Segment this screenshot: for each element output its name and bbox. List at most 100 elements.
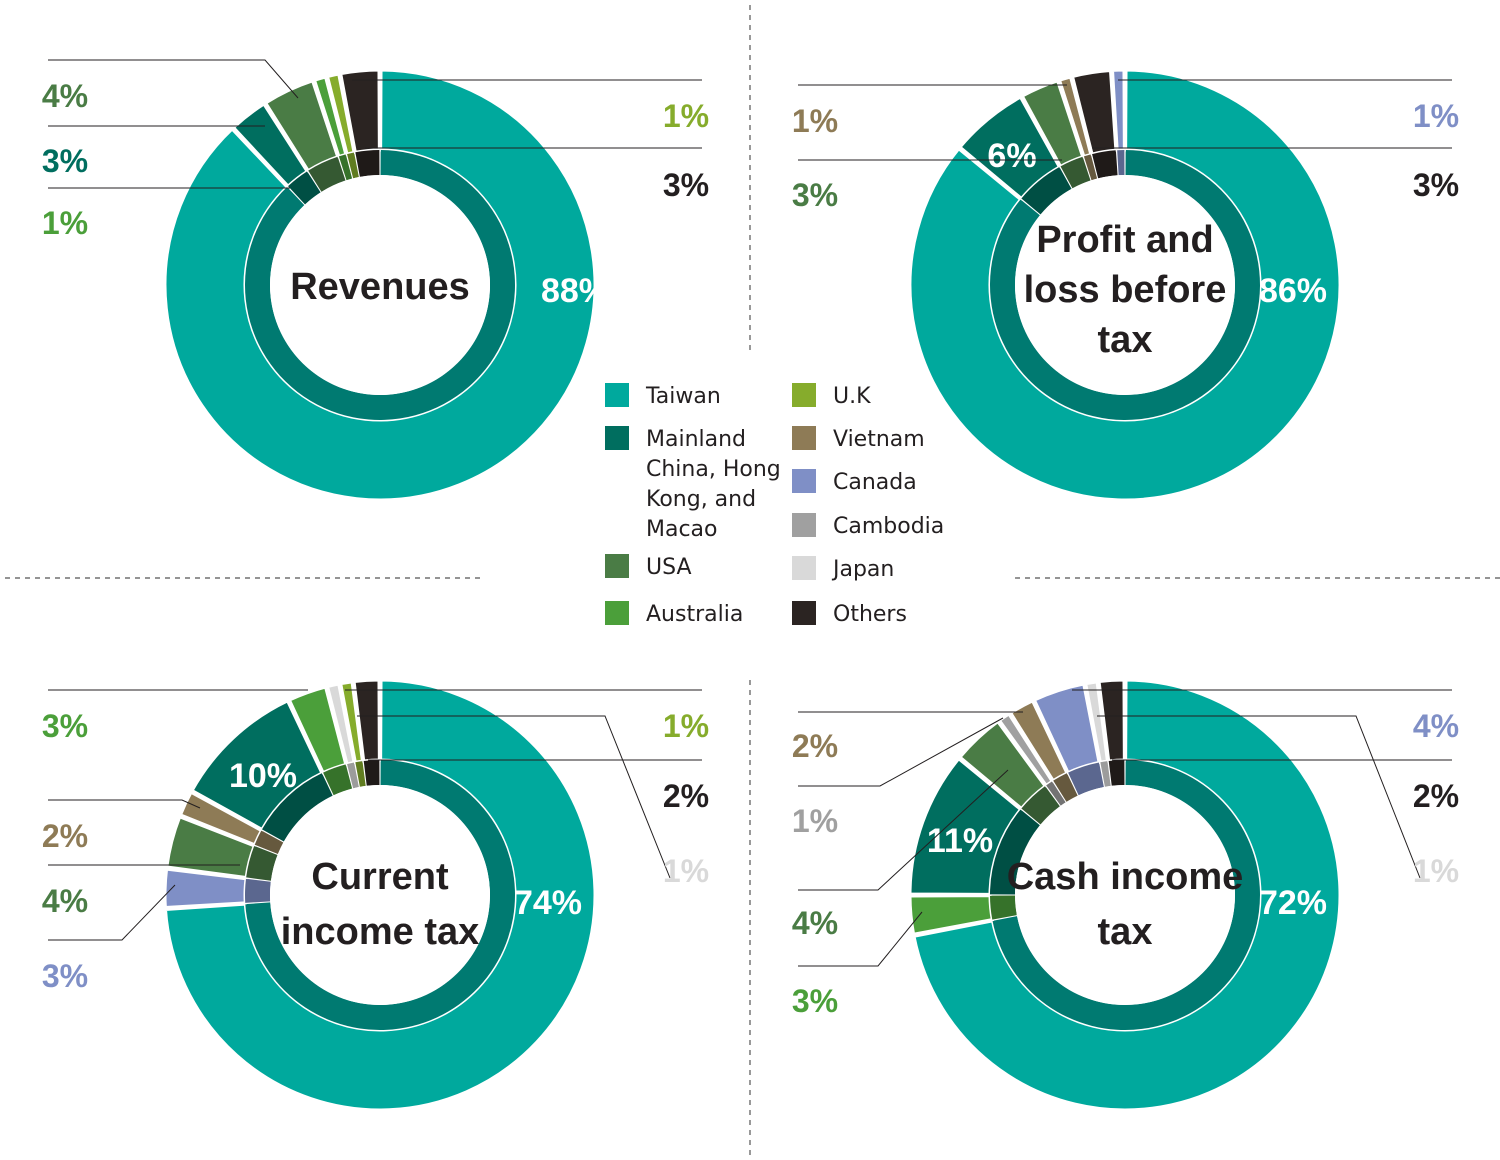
- donut-hole: [1015, 785, 1235, 1005]
- legend-item-australia: Australia: [605, 601, 743, 627]
- data-label-others: 3%: [663, 167, 709, 203]
- chart-title: Profit and loss before tax: [1024, 219, 1227, 361]
- donut-hole: [270, 175, 490, 395]
- chart-title: Cash income tax: [1007, 856, 1244, 953]
- data-label-mainland-china-hong-kong-and-macao: 6%: [987, 137, 1036, 175]
- leader-line-japan: [357, 715, 671, 879]
- legend-item-others: Others: [792, 601, 907, 627]
- data-label-usa: 4%: [42, 78, 88, 114]
- legend-item-canada: Canada: [792, 469, 917, 495]
- data-label-vietnam: 2%: [42, 818, 88, 854]
- legend-swatch: [792, 383, 816, 407]
- slice-inner-mainland-china-hong-kong-and-macao: [1021, 167, 1072, 215]
- leader-line-usa: [48, 59, 299, 99]
- data-label-usa: 4%: [792, 905, 838, 941]
- slice-inner-australia: [323, 764, 353, 796]
- leader-line-australia: [798, 911, 923, 967]
- data-label-taiwan: 74%: [514, 884, 582, 922]
- data-label-taiwan: 86%: [1259, 272, 1327, 310]
- data-label-vietnam: 1%: [792, 103, 838, 139]
- data-label-japan: 1%: [1413, 853, 1459, 889]
- slice-inner-usa: [246, 845, 278, 881]
- legend-item-u-k: U.K: [792, 383, 871, 409]
- legend-label: Mainland China, Hong Kong, and Macao: [646, 427, 781, 542]
- data-label-mainland-china-hong-kong-and-macao: 10%: [229, 757, 297, 795]
- leader-line-usa: [798, 769, 1009, 891]
- data-label-others: 2%: [1413, 778, 1459, 814]
- legend-swatch: [792, 513, 816, 537]
- chart-title: Revenues: [290, 266, 470, 308]
- legend-item-mainland-china-hong-kong-and-macao: Mainland China, Hong Kong, and Macao: [605, 426, 781, 542]
- legend-label: U.K: [833, 384, 871, 409]
- slice-inner-mainland-china-hong-kong-and-macao: [288, 171, 321, 205]
- legend-item-vietnam: Vietnam: [792, 426, 925, 452]
- legend-item-japan: Japan: [792, 556, 894, 582]
- data-label-australia: 3%: [42, 708, 88, 744]
- donut-hole: [270, 785, 490, 1005]
- slice-inner-cambodia: [1046, 781, 1066, 806]
- divider-lines: [5, 5, 1500, 1160]
- leader-line-vietnam: [48, 799, 201, 809]
- data-label-canada: 4%: [1413, 708, 1459, 744]
- data-label-others: 2%: [663, 778, 709, 814]
- legend-swatch: [605, 426, 629, 450]
- legend-swatch: [792, 601, 816, 625]
- legend-swatch: [605, 601, 629, 625]
- data-label-usa: 4%: [42, 883, 88, 919]
- legend: Taiwan Mainland China, Hong Kong, and Macao U…: [605, 383, 944, 627]
- legend-swatch: [792, 426, 816, 450]
- chart-title-line: income tax: [281, 911, 480, 953]
- slice-inner-u-k: [355, 761, 366, 787]
- data-label-u-k: 1%: [663, 98, 709, 134]
- data-label-u-k: 1%: [663, 708, 709, 744]
- leader-line-cambodia: [798, 717, 1004, 787]
- legend-label: Taiwan: [645, 384, 721, 409]
- chart-title-line: Revenues: [290, 266, 470, 308]
- slice-inner-australia: [338, 154, 353, 181]
- donut-profit-and-loss-before-tax: Profit and loss before tax 86% 6% 3% 1% 3% 1%: [792, 68, 1459, 502]
- data-label-mainland-china-hong-kong-and-macao: 3%: [42, 143, 88, 179]
- slice-inner-mainland-china-hong-kong-and-macao: [990, 809, 1040, 895]
- legend-swatch: [792, 556, 816, 580]
- legend-label: Canada: [833, 470, 917, 495]
- donut-current-income-tax: Current income tax 74% 3% 4% 2% 10% 3% 1% 1% 2%: [42, 678, 709, 1112]
- slice-inner-vietnam: [254, 830, 284, 855]
- legend-label: Others: [833, 602, 907, 627]
- slice-inner-vietnam: [1083, 154, 1098, 181]
- data-label-australia: 1%: [42, 205, 88, 241]
- legend-label: Japan: [831, 557, 894, 582]
- data-label-japan: 1%: [663, 853, 709, 889]
- data-label-canada: 3%: [42, 958, 88, 994]
- legend-swatch: [792, 469, 816, 493]
- chart-title-line: Profit and: [1036, 219, 1213, 261]
- legend-item-taiwan: Taiwan: [605, 383, 721, 409]
- slice-inner-u-k: [347, 152, 359, 179]
- data-label-canada: 1%: [1413, 98, 1459, 134]
- slice-inner-vietnam: [1053, 773, 1078, 802]
- leader-line-canada: [48, 884, 176, 941]
- legend-swatch: [605, 383, 629, 407]
- slice-inner-canada: [245, 878, 271, 903]
- donut-cash-income-tax: Cash income tax 72% 3% 11% 4% 1% 2% 4% 1% 2%: [792, 678, 1459, 1112]
- chart-title: Current income tax: [281, 856, 480, 953]
- slice-inner-canada: [1068, 762, 1104, 796]
- chart-title-line: tax: [1098, 319, 1153, 361]
- slice-inner-others: [355, 150, 380, 177]
- slice-inner-others: [1108, 760, 1125, 786]
- legend-label: Australia: [646, 602, 743, 627]
- data-label-taiwan: 72%: [1259, 884, 1327, 922]
- slice-inner-others: [1092, 150, 1118, 179]
- legend-label: Cambodia: [833, 514, 944, 539]
- charts-layer: Revenues 88% 3% 4% 1% 1% 3% Profit and loss befo…: [42, 59, 1459, 1112]
- leader-line-japan: [1097, 715, 1421, 879]
- donut-hole: [1015, 175, 1235, 395]
- slice-inner-canada: [1117, 150, 1125, 176]
- legend-item-cambodia: Cambodia: [792, 513, 944, 539]
- legend-swatch: [605, 554, 629, 578]
- chart-title-line: loss before: [1024, 269, 1227, 311]
- chart-title-line: tax: [1098, 911, 1153, 953]
- data-label-mainland-china-hong-kong-and-macao: 11%: [927, 822, 993, 860]
- chart-title-line: Cash income: [1007, 856, 1244, 898]
- slice-inner-japan: [347, 762, 359, 789]
